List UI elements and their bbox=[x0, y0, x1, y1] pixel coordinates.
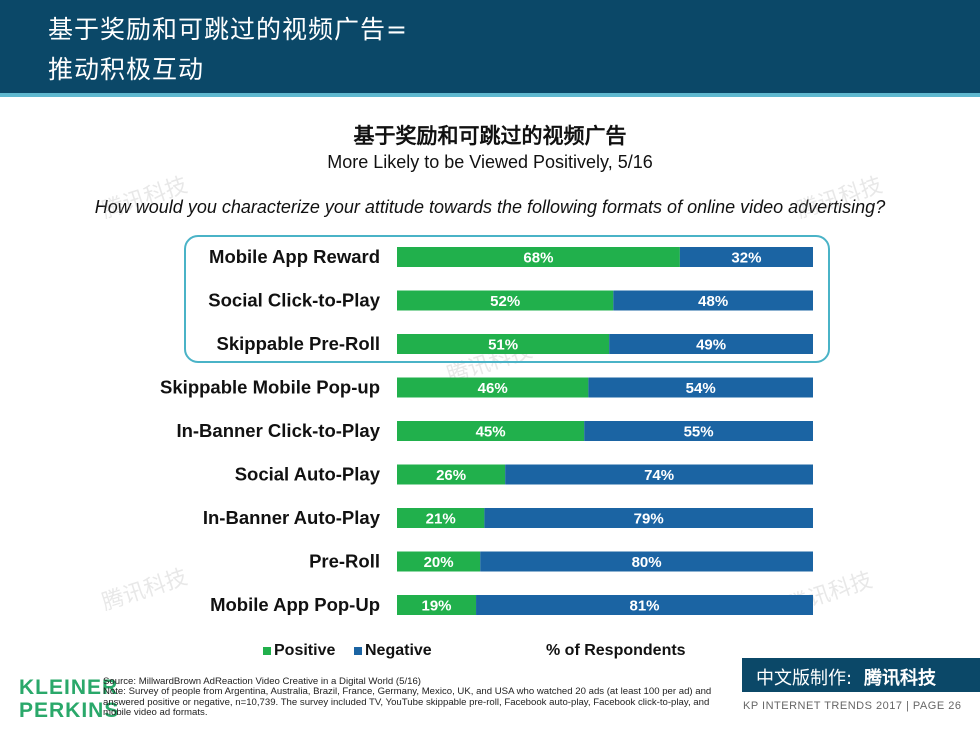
category-label: Skippable Pre-Roll bbox=[217, 333, 380, 354]
note-line: Note: Survey of people from Argentina, A… bbox=[103, 686, 712, 719]
data-label-negative: 48% bbox=[698, 293, 728, 310]
survey-question: How would you characterize your attitude… bbox=[94, 197, 886, 217]
kleiner-logo-line1: KLEINER bbox=[19, 676, 119, 699]
data-label-positive: 52% bbox=[490, 293, 520, 310]
legend-positive-label: Positive bbox=[274, 642, 336, 659]
data-label-positive: 46% bbox=[478, 380, 508, 397]
bar-positive bbox=[397, 421, 585, 441]
bar-positive bbox=[397, 290, 614, 311]
bar-negative bbox=[505, 464, 813, 485]
data-label-negative: 55% bbox=[684, 424, 714, 441]
data-label-positive: 51% bbox=[488, 337, 518, 354]
bar-negative bbox=[480, 551, 813, 572]
category-label: In-Banner Click-to-Play bbox=[176, 420, 380, 441]
legend-positive-swatch bbox=[263, 646, 271, 655]
legend-negative-swatch bbox=[354, 646, 362, 655]
credit-prefix: 中文版制作: bbox=[756, 668, 853, 689]
source-note: Source: MillwardBrown AdReaction Video C… bbox=[103, 676, 723, 719]
category-label: Skippable Mobile Pop-up bbox=[160, 377, 380, 398]
data-label-negative: 54% bbox=[686, 380, 716, 397]
data-label-negative: 49% bbox=[696, 337, 726, 354]
header-accent-stripe bbox=[0, 93, 980, 97]
chart-subtitle: More Likely to be Viewed Positively, 5/1… bbox=[327, 152, 653, 172]
bar-negative bbox=[484, 508, 813, 528]
bar-negative bbox=[609, 334, 813, 354]
kleiner-logo-line2: PERKINS bbox=[19, 699, 120, 722]
legend-negative-label: Negative bbox=[365, 642, 432, 659]
bar-negative bbox=[613, 290, 813, 311]
legend-negative: Negative bbox=[354, 642, 432, 660]
bar-positive bbox=[397, 247, 680, 267]
legend-positive: Positive bbox=[263, 642, 335, 660]
data-label-positive: 21% bbox=[426, 511, 456, 528]
bar-negative bbox=[588, 377, 813, 398]
chart-title: 基于奖励和可跳过的视频广告 bbox=[353, 124, 627, 148]
header-bar: 基于奖励和可跳过的视频广告= 推动积极互动 bbox=[0, 0, 980, 93]
category-label: Mobile App Pop-Up bbox=[210, 594, 380, 615]
category-label: In-Banner Auto-Play bbox=[203, 507, 381, 528]
data-label-negative: 32% bbox=[731, 250, 761, 267]
data-label-negative: 80% bbox=[632, 554, 662, 571]
bar-negative bbox=[679, 247, 813, 267]
data-label-negative: 81% bbox=[630, 598, 660, 615]
data-label-positive: 20% bbox=[424, 554, 454, 571]
bar-negative bbox=[476, 595, 813, 615]
category-label: Social Click-to-Play bbox=[208, 290, 380, 311]
category-label: Pre-Roll bbox=[309, 551, 380, 572]
bar-positive bbox=[397, 334, 610, 354]
bar-positive bbox=[397, 508, 485, 528]
bar-positive bbox=[397, 551, 481, 572]
page-footer: KP INTERNET TRENDS 2017 | PAGE 26 bbox=[743, 700, 962, 712]
data-label-negative: 79% bbox=[634, 511, 664, 528]
category-label: Mobile App Reward bbox=[209, 246, 380, 267]
data-label-positive: 68% bbox=[523, 250, 553, 267]
data-label-positive: 26% bbox=[436, 467, 466, 484]
data-label-positive: 19% bbox=[422, 598, 452, 615]
credit-brand: 腾讯科技 bbox=[864, 668, 936, 689]
highlight-box bbox=[184, 235, 830, 363]
source-line: Source: MillwardBrown AdReaction Video C… bbox=[103, 676, 421, 687]
bar-positive bbox=[397, 377, 589, 398]
chinese-credit-banner: 中文版制作: 腾讯科技 bbox=[742, 658, 980, 692]
header-title-line2: 推动积极互动 bbox=[48, 55, 205, 84]
bar-negative bbox=[584, 421, 813, 441]
data-label-positive: 45% bbox=[476, 424, 506, 441]
header-title-line1: 基于奖励和可跳过的视频广告= bbox=[48, 15, 408, 44]
axis-note: % of Respondents bbox=[546, 642, 686, 659]
data-label-negative: 74% bbox=[644, 467, 674, 484]
category-label: Social Auto-Play bbox=[235, 464, 381, 485]
bar-positive bbox=[397, 595, 477, 615]
bar-positive bbox=[397, 464, 506, 485]
